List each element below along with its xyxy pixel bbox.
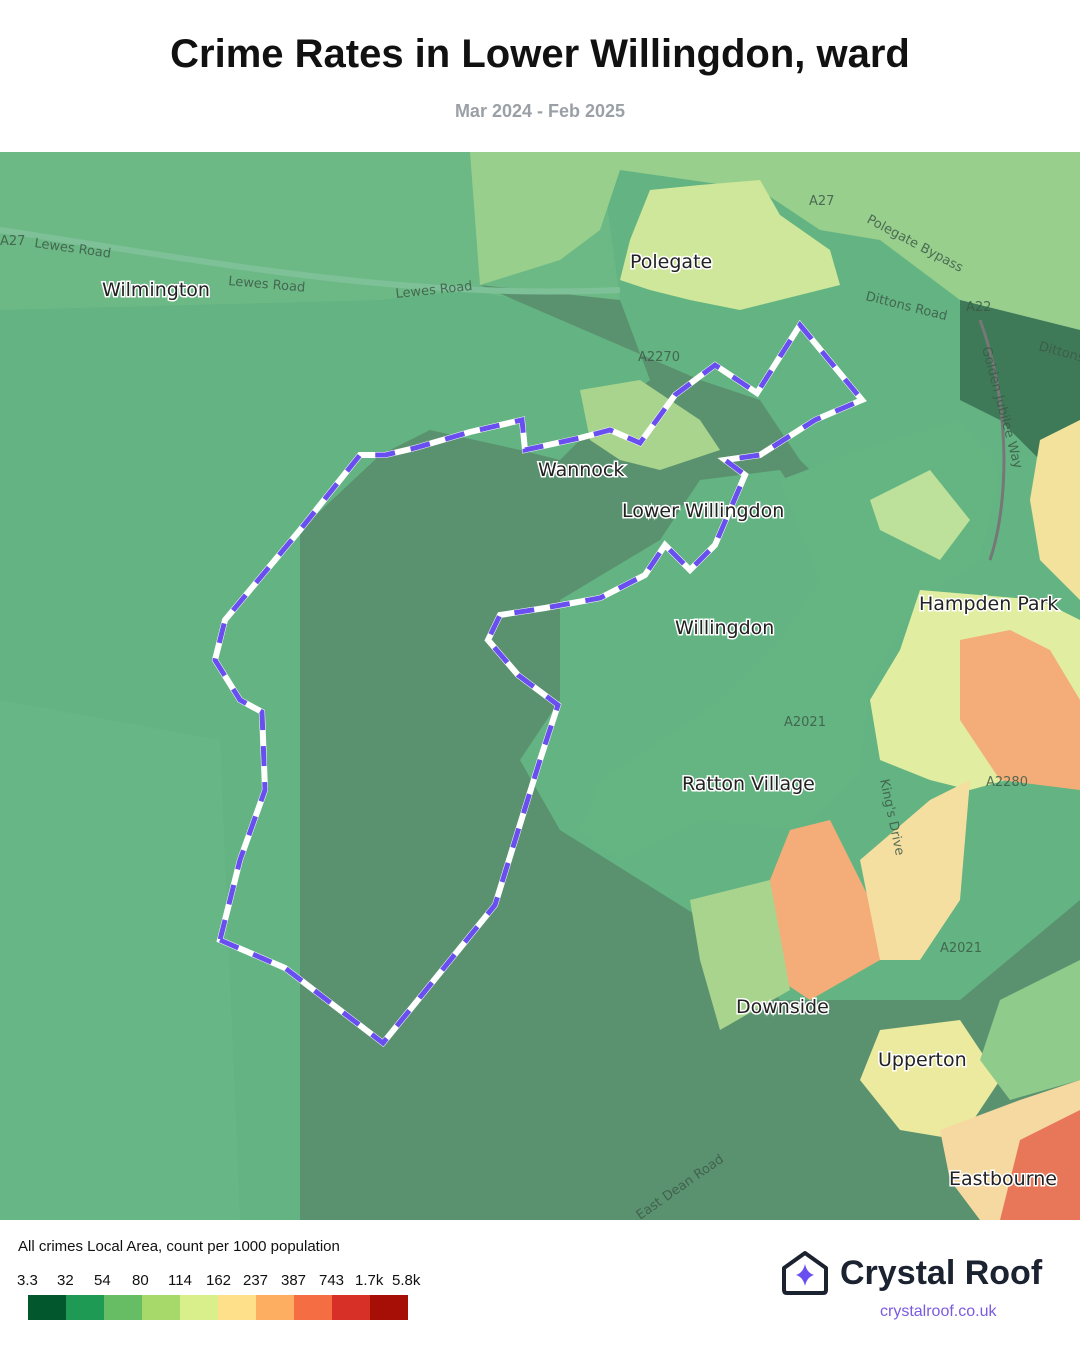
legend-tick: 5.8k [392,1272,421,1289]
map-canvas: Lewes Road Lewes Road Lewes Road A27 A27… [0,152,1080,1220]
area-polegate [620,180,840,310]
legend-swatch [332,1295,370,1320]
legend-tick: 80 [132,1272,149,1289]
legend-title: All crimes Local Area, count per 1000 po… [18,1238,340,1255]
road-label: A2021 [940,941,982,956]
legend-swatch [218,1295,256,1320]
page-title: Crime Rates in Lower Willingdon, ward [170,32,910,76]
place-label-hampden-park: Hampden Park [919,593,1058,615]
road-label: A2021 [784,715,826,730]
golden-jubilee-way-line [978,319,1006,561]
legend-swatch [28,1295,66,1320]
area-hampden-orange [960,630,1080,790]
area-east-yellow [1030,420,1080,600]
date-range: Mar 2024 - Feb 2025 [454,101,626,121]
legend-swatch [142,1295,180,1320]
area-downs [300,285,1080,1220]
area-ratton-yellow [860,780,970,960]
house-star-icon [782,1251,828,1295]
place-label-downside: Downside [736,996,829,1018]
road-label: A2280 [986,775,1028,790]
legend-tick: 387 [281,1272,307,1289]
legend-tick: 162 [206,1272,232,1289]
place-label-lower-willingdon: Lower Willingdon [622,500,784,522]
place-label-wilmington: Wilmington [102,279,210,301]
road-label: A27 [809,194,834,209]
area-south-west [0,700,240,1220]
legend-swatch [104,1295,142,1320]
legend-swatch [370,1295,408,1320]
legend-tick: 3.3 [17,1272,38,1289]
legend-tick: 114 [168,1272,192,1289]
legend-tick: 237 [243,1272,269,1289]
legend-tick: 1.7k [355,1272,384,1289]
area-eastbourne-red [1000,1110,1080,1220]
area-green-light [870,470,970,560]
place-label-polegate: Polegate [630,251,712,273]
brand-name: Crystal Roof [840,1253,1043,1292]
place-label-ratton-village: Ratton Village [682,773,815,795]
legend-swatch [256,1295,294,1320]
road-label: A27 [0,234,25,249]
place-label-eastbourne: Eastbourne [949,1168,1057,1190]
area-upperton [860,1020,1000,1140]
legend-color-bar [28,1295,408,1320]
place-label-upperton: Upperton [878,1049,967,1071]
road-label: Lewes Road [228,274,306,296]
legend-swatch [294,1295,332,1320]
crime-map[interactable]: Lewes Road Lewes Road Lewes Road A27 A27… [0,152,1080,1220]
brand-url[interactable]: crystalroof.co.uk [880,1303,997,1320]
place-label-wannock: Wannock [538,459,624,481]
brand-logo[interactable]: Crystal Roof [780,1250,1042,1296]
legend-tick: 32 [57,1272,74,1289]
area-ratton-orange [770,820,880,1000]
area-downside [690,880,790,1030]
place-label-willingdon: Willingdon [675,617,774,639]
area-north [470,152,1080,330]
legend-swatch [66,1295,104,1320]
area-north-west [0,152,620,310]
legend-swatch [180,1295,218,1320]
area-dark-ne [960,300,1080,460]
lewes-road-line [0,227,621,295]
legend-tick: 54 [94,1272,111,1289]
road-label: A22 [966,300,991,315]
area-east-mid [980,960,1080,1100]
road-label: A2270 [638,350,680,365]
ward-boundary-dash [212,320,867,1047]
legend-tick: 743 [319,1272,345,1289]
